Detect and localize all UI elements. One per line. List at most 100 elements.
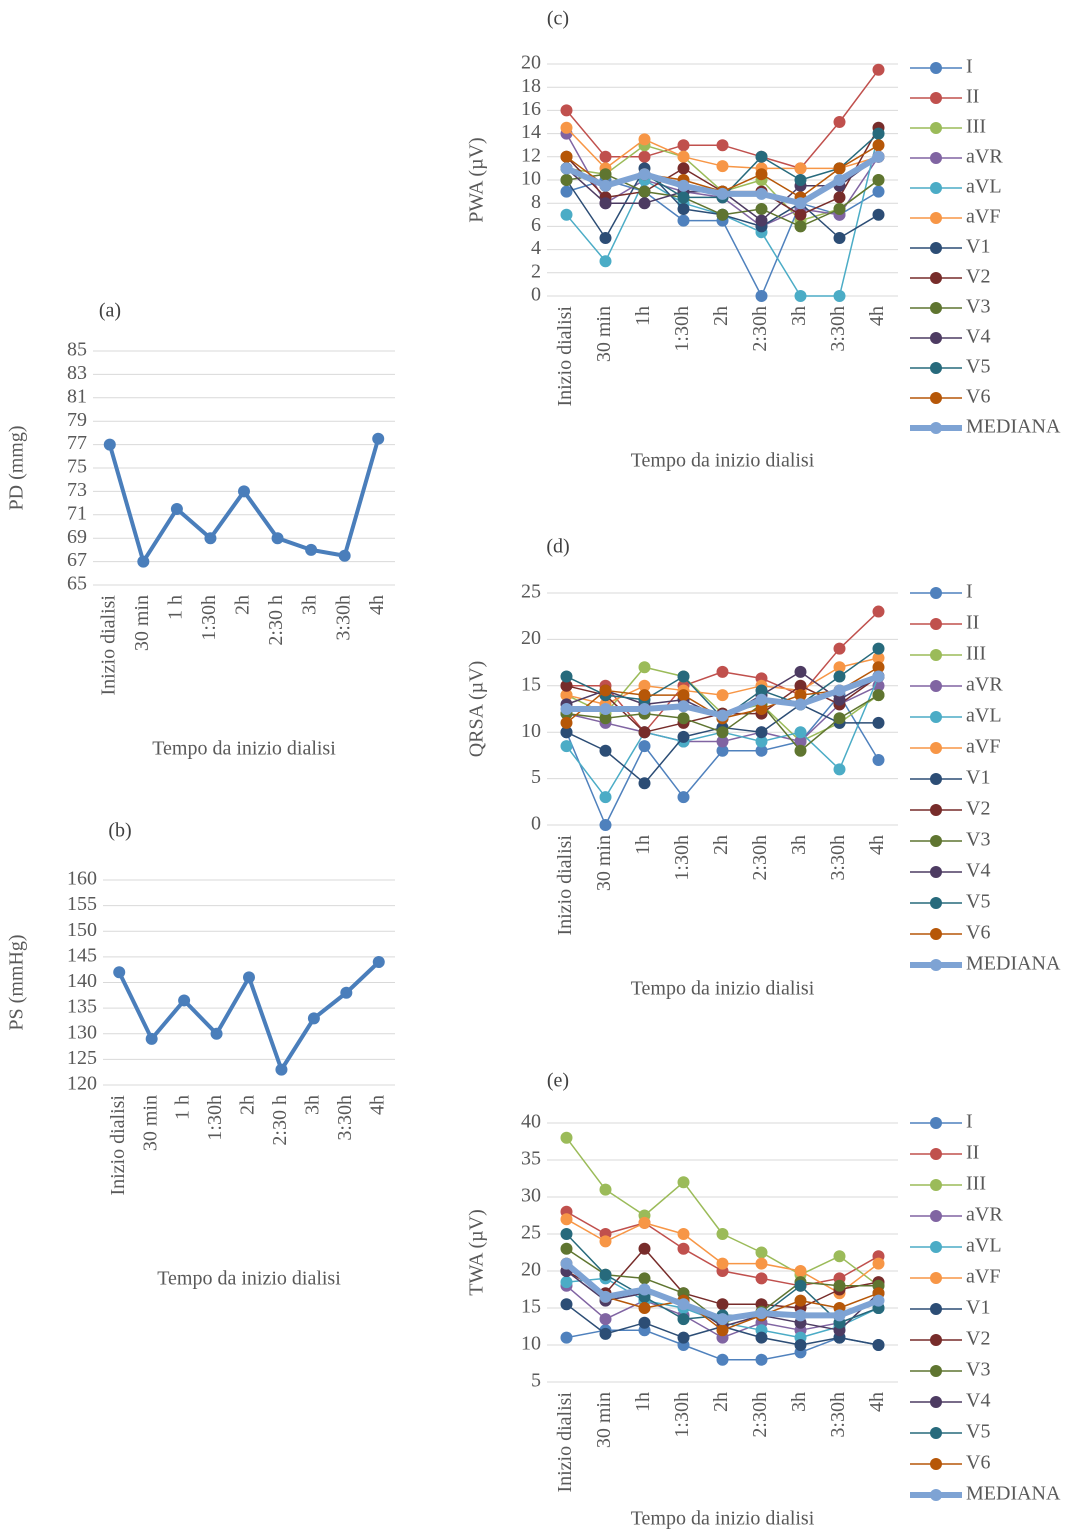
- data-point: [599, 1235, 612, 1248]
- data-point: [794, 208, 807, 221]
- data-point: [275, 1063, 288, 1076]
- data-point: [716, 665, 729, 678]
- y-tick-label: 4: [531, 237, 541, 259]
- data-point: [599, 232, 612, 244]
- data-point: [755, 744, 768, 757]
- legend-label: V3: [966, 296, 990, 318]
- legend-label: V6: [966, 922, 990, 944]
- legend-label: III: [966, 643, 986, 665]
- x-tick-label: 1:30h: [671, 306, 693, 352]
- x-tick-label: 2:30 h: [265, 595, 287, 646]
- x-tick-label: 2:30h: [749, 835, 771, 881]
- data-point: [560, 1331, 573, 1344]
- legend-marker: [930, 1334, 942, 1346]
- data-point: [872, 754, 885, 767]
- data-point: [560, 121, 573, 134]
- x-tick-label: 1:30h: [671, 1392, 693, 1438]
- data-point: [560, 740, 573, 753]
- y-tick-label: 135: [67, 996, 97, 1018]
- data-point: [716, 208, 729, 221]
- data-point: [677, 670, 690, 683]
- x-tick-label: 2:30h: [749, 306, 771, 352]
- data-point: [560, 150, 573, 163]
- legend-label: aVL: [966, 705, 1002, 727]
- y-tick-label: 25: [521, 1222, 541, 1244]
- data-point: [638, 1242, 651, 1255]
- y-tick-label: 35: [521, 1148, 541, 1170]
- legend-label: aVR: [966, 1204, 1003, 1226]
- data-point: [638, 703, 651, 715]
- data-point: [638, 1316, 651, 1329]
- x-tick-label: 1:30h: [198, 595, 220, 641]
- x-tick-label: 1 h: [172, 1095, 194, 1120]
- y-tick-label: 20: [521, 1259, 541, 1281]
- data-point: [560, 1131, 573, 1144]
- data-point: [560, 703, 573, 715]
- x-tick-label: Inizio dialisi: [554, 835, 576, 936]
- y-tick-label: 83: [67, 362, 87, 384]
- data-point: [677, 203, 690, 215]
- data-point: [599, 255, 612, 268]
- data-point: [599, 703, 612, 715]
- data-point: [677, 1242, 690, 1255]
- data-point: [755, 187, 768, 200]
- y-tick-label: 77: [67, 432, 87, 454]
- legend-marker: [930, 773, 942, 785]
- data-point: [872, 716, 885, 729]
- data-point: [755, 703, 768, 715]
- data-point: [755, 693, 768, 706]
- x-tick-label: 3:30h: [332, 595, 354, 641]
- y-tick-label: 125: [67, 1047, 97, 1069]
- data-point: [755, 203, 768, 215]
- legend-marker: [930, 680, 942, 692]
- data-point: [210, 1027, 223, 1040]
- data-point: [599, 168, 612, 181]
- data-point: [716, 160, 729, 173]
- x-tick-label: 4h: [366, 1095, 388, 1115]
- y-tick-label: 75: [67, 456, 87, 478]
- y-tick-label: 18: [521, 75, 541, 97]
- x-tick-label: 3h: [788, 1392, 810, 1412]
- data-point: [599, 1268, 612, 1281]
- data-point: [872, 63, 885, 76]
- data-point: [638, 168, 651, 181]
- x-tick-label: 30 min: [593, 1392, 615, 1448]
- x-tick-label: 30 min: [131, 595, 153, 651]
- data-point: [716, 709, 729, 722]
- data-point: [204, 532, 217, 545]
- legend-marker: [930, 897, 942, 909]
- data-point: [560, 208, 573, 221]
- y-tick-label: 20: [521, 52, 541, 74]
- legend-label: V1: [966, 767, 990, 789]
- data-point: [716, 1298, 729, 1311]
- x-tick-label: Inizio dialisi: [97, 595, 119, 696]
- legend-marker: [930, 272, 942, 284]
- legend-marker: [930, 1210, 942, 1222]
- data-point: [872, 150, 885, 163]
- data-point: [872, 661, 885, 674]
- y-axis-label: PS (mmHg): [6, 934, 28, 1030]
- legend-marker: [930, 1365, 942, 1377]
- legend-marker: [930, 92, 942, 104]
- data-point: [599, 179, 612, 192]
- data-point: [677, 730, 690, 743]
- y-tick-label: 69: [67, 526, 87, 548]
- legend-label: V1: [966, 236, 990, 258]
- data-point: [560, 1242, 573, 1255]
- panel-label: (c): [547, 8, 569, 30]
- data-point: [599, 1183, 612, 1196]
- data-point: [638, 777, 651, 790]
- legend-label: II: [966, 86, 979, 108]
- data-point: [833, 203, 846, 215]
- y-tick-label: 15: [521, 673, 541, 695]
- x-tick-label: 3h: [788, 306, 810, 326]
- data-point: [794, 735, 807, 748]
- x-tick-label: 2:30h: [749, 1392, 771, 1438]
- legend-marker: [930, 1427, 942, 1439]
- data-point: [755, 726, 768, 739]
- y-tick-label: 30: [521, 1185, 541, 1207]
- y-tick-label: 25: [521, 581, 541, 603]
- y-tick-label: 120: [67, 1073, 97, 1095]
- data-point: [794, 290, 807, 302]
